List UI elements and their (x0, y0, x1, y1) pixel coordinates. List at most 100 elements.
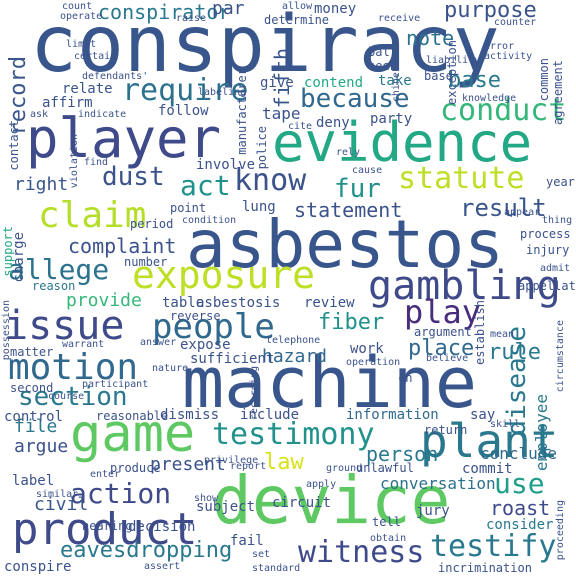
word: possession (1, 300, 12, 361)
word: control (4, 409, 64, 425)
word: police (255, 126, 269, 170)
word: defendants' (82, 71, 149, 82)
word: participant (82, 379, 149, 390)
word: second (10, 381, 54, 395)
word: testimony (212, 417, 375, 452)
word: activity (484, 51, 533, 62)
word: reason (32, 279, 76, 293)
word: year (546, 175, 575, 189)
word: require (122, 73, 249, 108)
word: fiber (318, 310, 385, 335)
word: answer (140, 337, 177, 348)
word: money (314, 1, 357, 17)
word: telephone (266, 335, 321, 346)
word: operate (60, 11, 103, 22)
word: purpose (444, 0, 537, 23)
word: ball (368, 45, 397, 59)
word: rule (488, 340, 541, 365)
word: ground (326, 463, 363, 474)
word: ch (398, 371, 413, 385)
word: privilege (204, 455, 259, 466)
word: appear (504, 207, 541, 218)
word: decision (128, 519, 196, 535)
word: base (424, 69, 453, 83)
word: issue (4, 303, 125, 349)
word: knowledge (462, 93, 517, 104)
word: evidence (272, 111, 533, 174)
word: support (1, 226, 15, 277)
word: eavesdropping (60, 538, 233, 563)
word: game (70, 404, 196, 464)
word: subject (196, 499, 256, 515)
word: contend (304, 75, 364, 91)
word: deny (316, 115, 350, 131)
word: appellate (518, 279, 576, 293)
word: machine (182, 342, 478, 424)
word: follow (158, 103, 209, 119)
word: conspire (4, 559, 72, 575)
word: nature (152, 363, 189, 374)
word: dust (102, 162, 165, 192)
word: section (18, 382, 128, 412)
word: matter (10, 345, 54, 359)
word: statute (398, 161, 525, 196)
word: person (366, 442, 439, 466)
word: raise (176, 13, 207, 24)
word: argument (414, 325, 472, 339)
word: establish (473, 300, 487, 366)
word: complaint (68, 234, 177, 258)
word: proceeding (555, 500, 566, 561)
word: believe (426, 353, 469, 364)
word: common (537, 58, 551, 102)
word: say (470, 407, 496, 423)
word: manufacturer (235, 68, 249, 155)
word: jury (416, 503, 450, 519)
word: use (494, 467, 545, 500)
word: conspirator (98, 0, 231, 24)
word: rely (336, 147, 361, 158)
word: act (180, 169, 231, 202)
word: consider (486, 517, 554, 533)
word: chinese (391, 60, 402, 103)
word: information (346, 407, 439, 423)
word: table (162, 295, 205, 311)
word: liability (426, 55, 481, 66)
word: mean (490, 329, 515, 340)
word: dismiss (160, 407, 220, 423)
word: expose (180, 337, 231, 353)
word: because (300, 84, 410, 114)
word: device (212, 462, 451, 539)
word: argue (14, 436, 69, 457)
word: reasonable (96, 409, 169, 423)
word: label (12, 473, 55, 489)
word: find (84, 157, 109, 168)
word: seek (368, 59, 397, 73)
word: include (240, 407, 300, 423)
word: law (264, 450, 304, 475)
word: admit (540, 263, 571, 274)
word: allow (282, 1, 313, 12)
word: circumstance (555, 320, 566, 393)
word: hearing (82, 519, 133, 533)
word: ask (30, 109, 49, 120)
word: conduct (440, 93, 567, 128)
word: thing (542, 215, 573, 226)
word: cause (352, 165, 383, 176)
word: hazard (262, 346, 328, 367)
word: labeling (198, 87, 247, 98)
word: set (252, 549, 271, 560)
word: produce (110, 461, 161, 475)
word: party (370, 111, 413, 127)
word: agreement (551, 60, 565, 126)
word: file (14, 416, 58, 437)
word: unlawful (356, 461, 414, 475)
word: course (48, 391, 85, 402)
word: relate (62, 81, 113, 97)
word: return (424, 423, 468, 437)
word: tell (372, 515, 401, 529)
word: tape (262, 104, 301, 123)
word: play (404, 293, 482, 331)
word: conspiracy (30, 0, 500, 90)
word: contact (7, 120, 21, 171)
